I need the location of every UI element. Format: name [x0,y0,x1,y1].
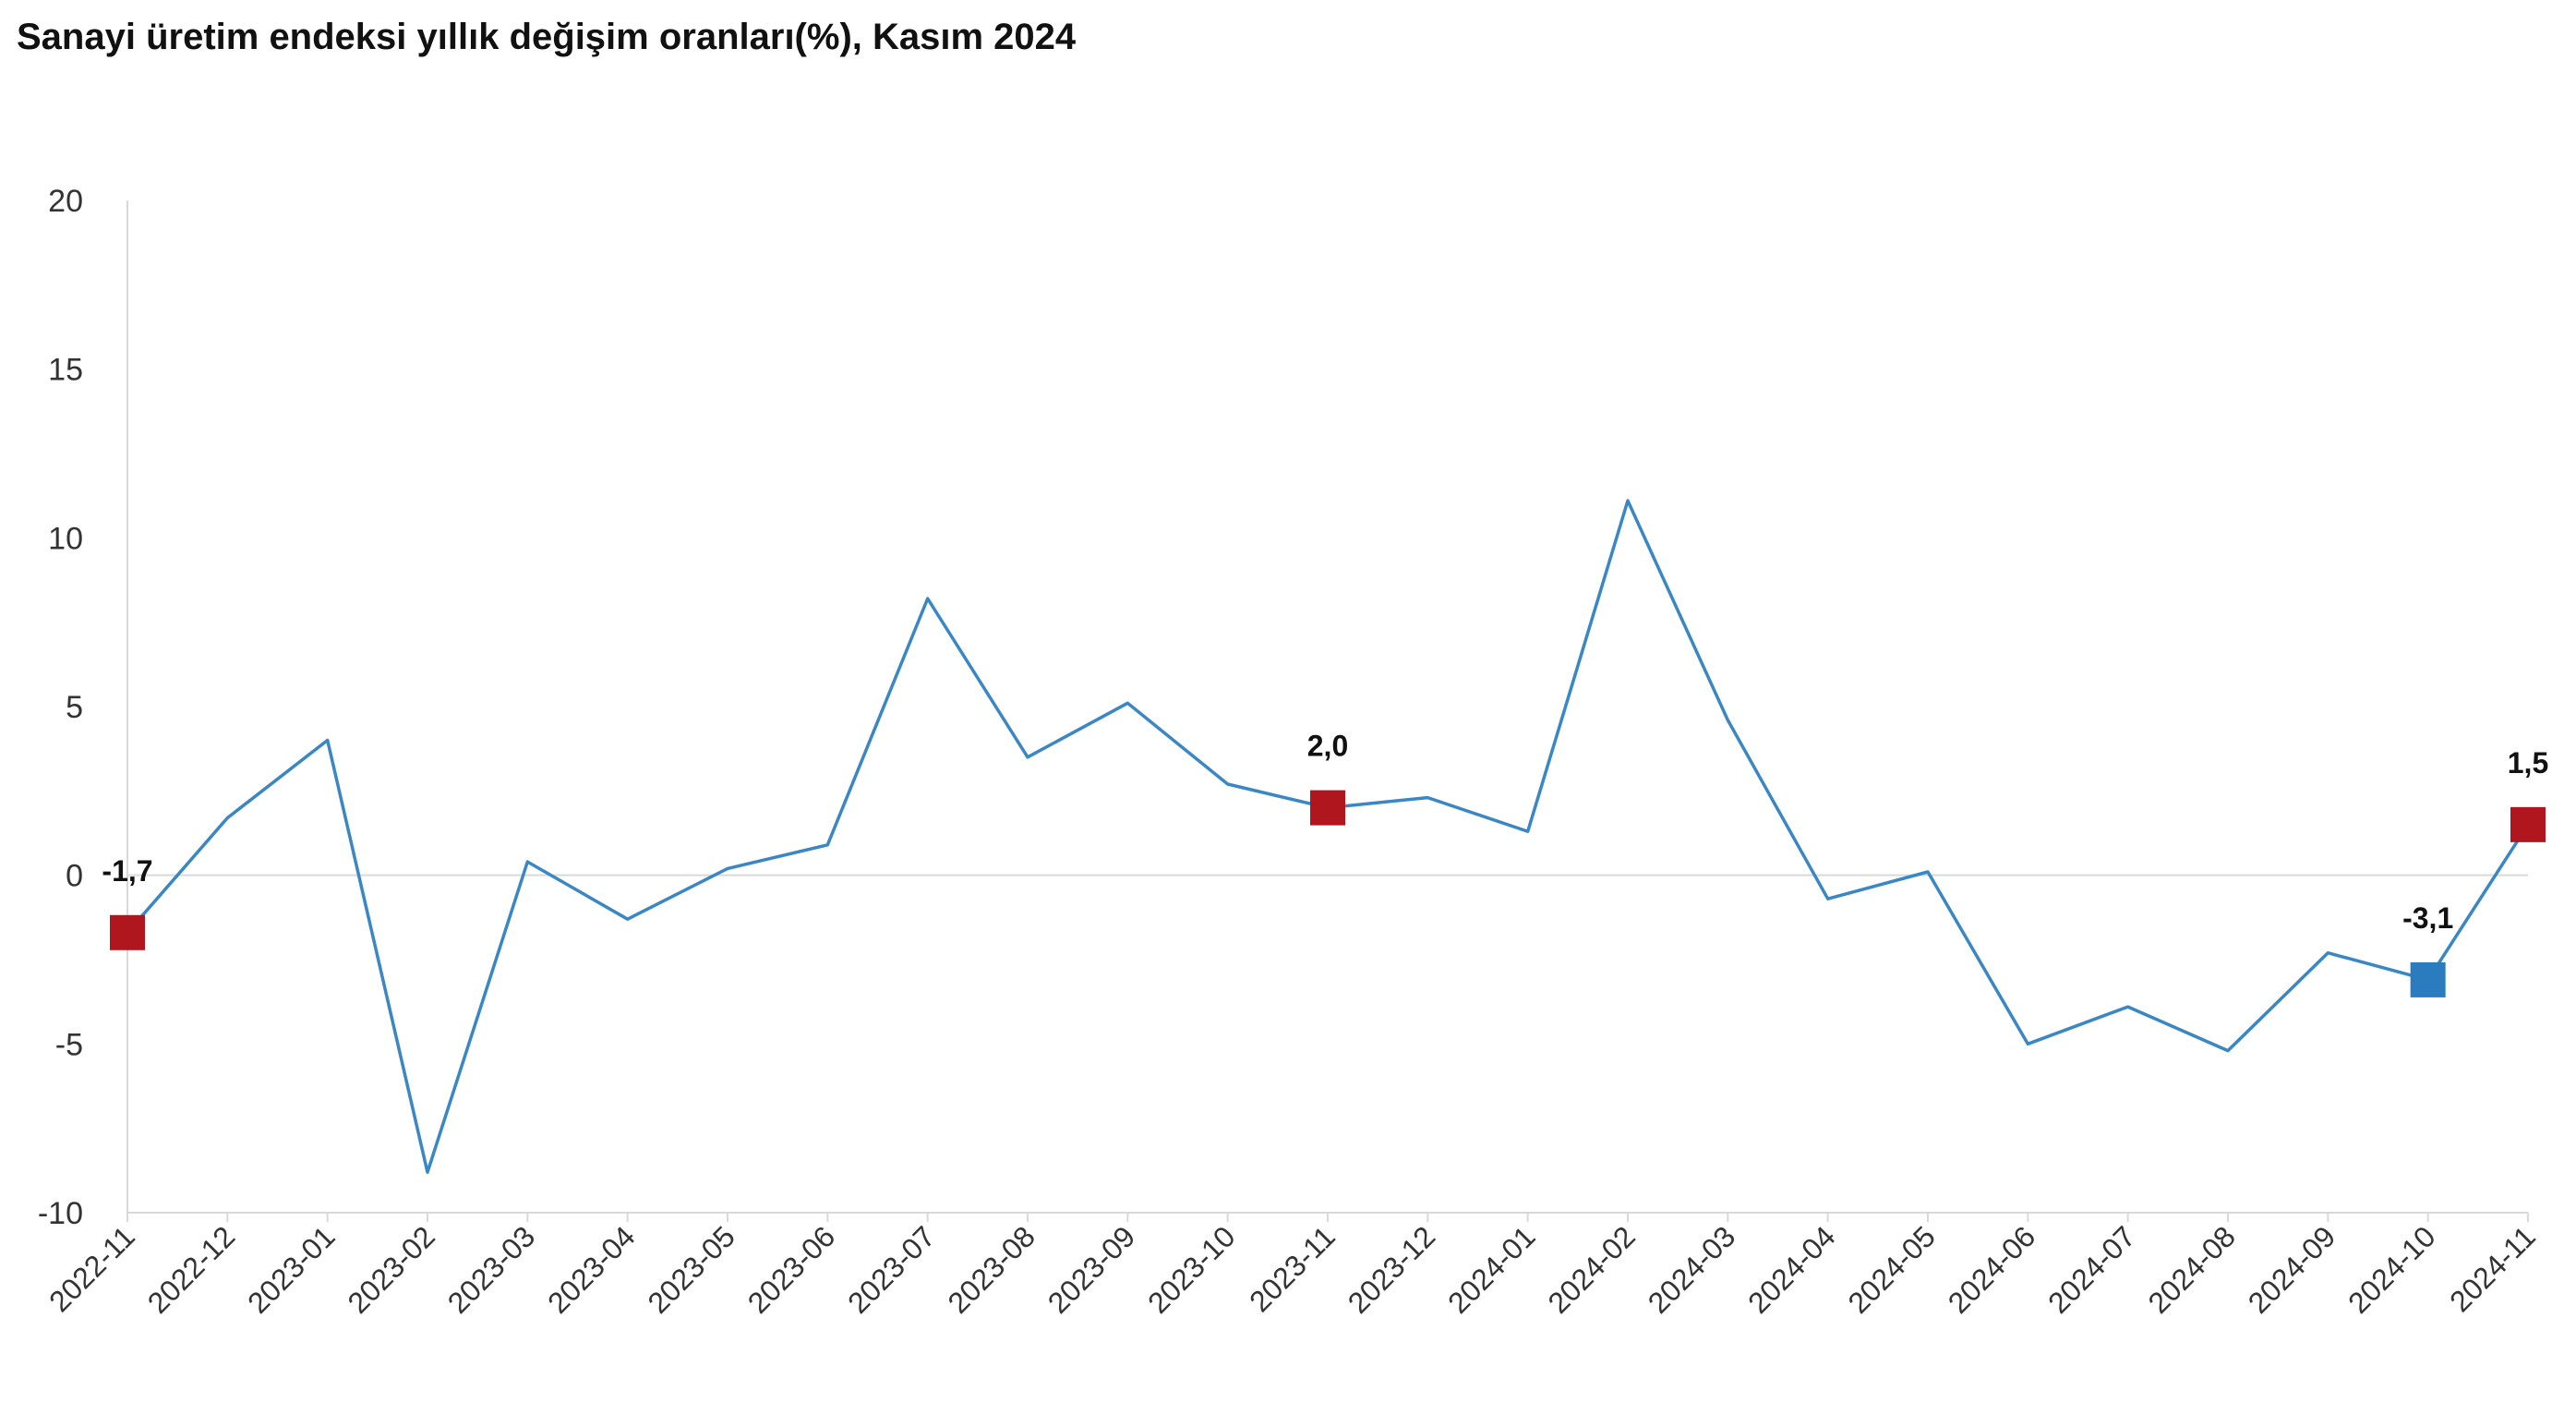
data-label: -1,7 [102,854,152,888]
x-tick-label: 2024-06 [1942,1219,2041,1319]
highlight-marker [2510,806,2546,842]
highlight-marker [110,914,145,950]
x-tick-label: 2024-09 [2242,1219,2341,1319]
x-tick-label: 2024-10 [2341,1219,2441,1319]
x-tick-label: 2023-12 [1342,1219,1441,1319]
data-label: 1,5 [2508,746,2548,780]
x-tick-label: 2024-04 [1741,1219,1841,1319]
x-tick-label: 2024-07 [2041,1219,2141,1319]
series-line [126,499,2530,1174]
highlight-marker [2410,961,2446,997]
x-tick-label: 2023-11 [1243,1219,1342,1318]
y-tick-label: -10 [38,1196,83,1231]
x-tick-label: 2024-05 [1841,1219,1941,1319]
data-label: -3,1 [2402,901,2453,935]
x-tick-label: 2023-09 [1041,1219,1141,1319]
x-tick-label: 2023-04 [541,1219,641,1319]
x-tick-label: 2022-12 [141,1219,241,1319]
data-labels: -1,7 2,0 -3,1 1,5 [102,730,2548,935]
y-tick-label: 15 [48,353,83,388]
y-tick-label: -5 [55,1027,83,1062]
highlight-marker [1310,790,1345,826]
x-tick-label: 2024-02 [1541,1219,1641,1319]
x-tick-label: 2023-05 [641,1219,740,1319]
x-tick-label: 2023-06 [741,1219,841,1319]
x-axis-ticks: 2022-11 2022-12 2023-01 2023-02 2023-03 2023-… [42,1213,2542,1320]
x-tick-label: 2024-03 [1642,1219,1741,1319]
y-tick-label: 0 [66,859,83,894]
y-axis-ticks: 20 15 10 5 0 -5 -10 [38,184,83,1231]
x-tick-label: 2023-10 [1141,1219,1241,1319]
y-tick-label: 20 [48,184,83,219]
y-tick-label: 10 [48,521,83,556]
x-tick-label: 2023-07 [841,1219,941,1319]
highlight-markers [110,790,2546,997]
x-tick-label: 2023-08 [941,1219,1041,1319]
x-tick-label: 2023-02 [341,1219,440,1319]
chart-title: Sanayi üretim endeksi yıllık değişim ora… [17,17,1077,57]
data-label: 2,0 [1307,730,1348,763]
x-tick-label: 2022-11 [42,1219,141,1318]
x-tick-label: 2023-03 [441,1219,541,1319]
x-tick-label: 2024-08 [2141,1219,2241,1319]
series-lines [126,499,2530,1174]
x-tick-label: 2023-01 [241,1219,341,1319]
x-tick-label: 2024-01 [1441,1219,1541,1319]
y-tick-label: 5 [66,690,83,725]
chart-axes [126,200,2528,1214]
x-tick-label: 2024-11 [2443,1219,2542,1318]
